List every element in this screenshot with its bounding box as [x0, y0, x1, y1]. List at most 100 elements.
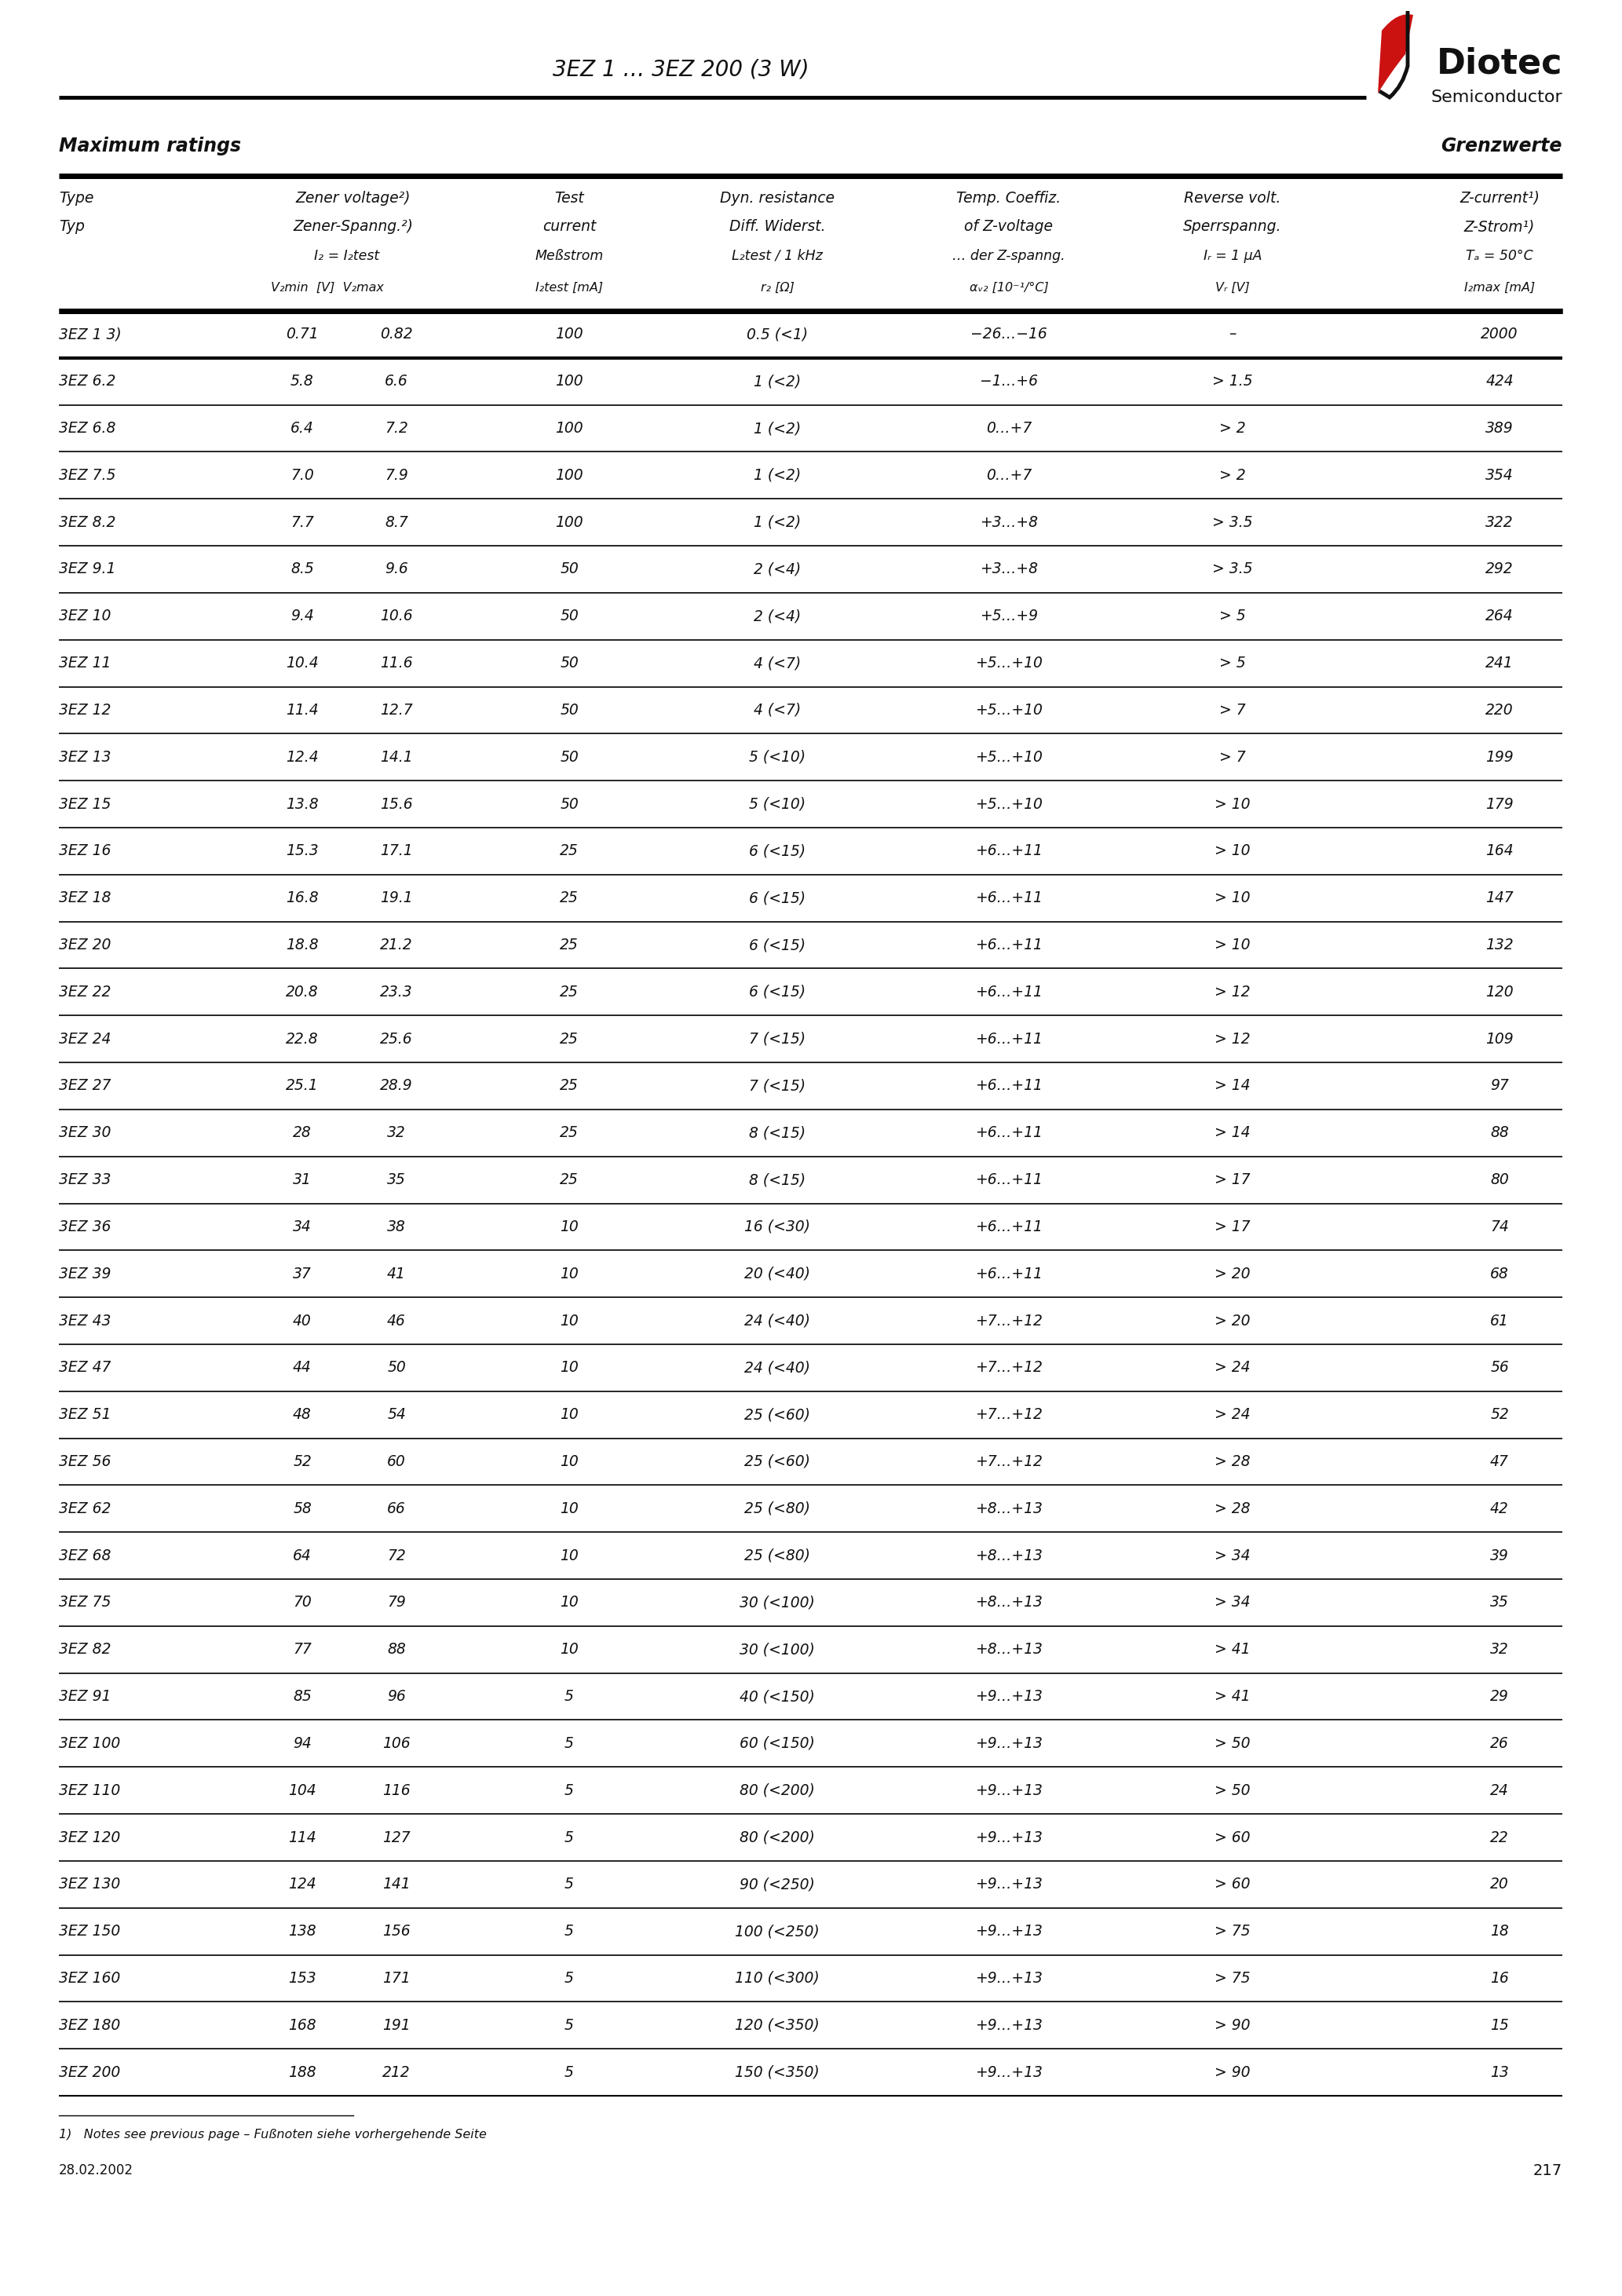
Text: 94: 94 [294, 1736, 311, 1752]
Text: 2 (<4): 2 (<4) [754, 563, 801, 576]
Text: 25: 25 [560, 1125, 579, 1141]
Text: 3EZ 100: 3EZ 100 [58, 1736, 120, 1752]
Text: 2000: 2000 [1481, 326, 1518, 342]
Text: +6…+11: +6…+11 [975, 891, 1043, 905]
Text: > 14: > 14 [1215, 1079, 1251, 1093]
Text: 3EZ 39: 3EZ 39 [58, 1267, 110, 1281]
Text: > 12: > 12 [1215, 985, 1251, 999]
Text: 20 (<40): 20 (<40) [744, 1267, 811, 1281]
Text: 5: 5 [564, 1970, 574, 1986]
Text: 212: 212 [383, 2064, 410, 2080]
Text: 3EZ 68: 3EZ 68 [58, 1548, 110, 1564]
Text: 100: 100 [555, 420, 584, 436]
Text: +6…+11: +6…+11 [975, 1219, 1043, 1235]
Text: 25: 25 [560, 1079, 579, 1093]
Text: > 90: > 90 [1215, 2018, 1251, 2032]
Text: 354: 354 [1486, 468, 1513, 482]
Text: Temp. Coeffiz.: Temp. Coeffiz. [957, 191, 1061, 204]
Text: +3…+8: +3…+8 [980, 514, 1038, 530]
Text: 109: 109 [1486, 1031, 1513, 1047]
Text: 5.8: 5.8 [290, 374, 315, 388]
Text: 3EZ 13: 3EZ 13 [58, 751, 110, 765]
Text: 10: 10 [560, 1267, 579, 1281]
Text: > 7: > 7 [1220, 751, 1246, 765]
Text: 68: 68 [1491, 1267, 1508, 1281]
Text: 100 (<250): 100 (<250) [735, 1924, 819, 1938]
Text: 11.6: 11.6 [380, 657, 414, 670]
Text: 16.8: 16.8 [285, 891, 318, 905]
Text: 241: 241 [1486, 657, 1513, 670]
Text: > 34: > 34 [1215, 1548, 1251, 1564]
Text: > 5: > 5 [1220, 608, 1246, 625]
Text: 25.1: 25.1 [285, 1079, 318, 1093]
Text: 74: 74 [1491, 1219, 1508, 1235]
Text: 8 (<15): 8 (<15) [749, 1125, 806, 1141]
Text: > 75: > 75 [1215, 1970, 1251, 1986]
Text: 292: 292 [1486, 563, 1513, 576]
Text: +9…+13: +9…+13 [975, 1736, 1043, 1752]
Text: 16 (<30): 16 (<30) [744, 1219, 811, 1235]
Text: 42: 42 [1491, 1502, 1508, 1515]
Text: Sperrspanng.: Sperrspanng. [1184, 220, 1281, 234]
Text: 19.1: 19.1 [380, 891, 414, 905]
Text: > 50: > 50 [1215, 1784, 1251, 1798]
Text: 7.9: 7.9 [384, 468, 409, 482]
Text: V₂min  [V]  V₂max: V₂min [V] V₂max [271, 282, 384, 294]
Text: > 24: > 24 [1215, 1359, 1251, 1375]
Text: > 41: > 41 [1215, 1690, 1251, 1704]
Text: 3EZ 20: 3EZ 20 [58, 937, 110, 953]
PathPatch shape [1377, 14, 1413, 94]
Text: 141: 141 [383, 1876, 410, 1892]
Text: 3EZ 120: 3EZ 120 [58, 1830, 120, 1846]
Text: 10: 10 [560, 1596, 579, 1609]
Text: 5 (<10): 5 (<10) [749, 751, 806, 765]
Text: 1 (<2): 1 (<2) [754, 374, 801, 388]
Text: 4 (<7): 4 (<7) [754, 703, 801, 719]
Text: 41: 41 [388, 1267, 406, 1281]
Text: Tₐ = 50°C: Tₐ = 50°C [1466, 248, 1533, 264]
Text: > 28: > 28 [1215, 1453, 1251, 1469]
Text: +5…+10: +5…+10 [975, 703, 1043, 719]
Text: +9…+13: +9…+13 [975, 1924, 1043, 1938]
Text: 35: 35 [1491, 1596, 1508, 1609]
Text: 100: 100 [555, 514, 584, 530]
Text: 3EZ 7.5: 3EZ 7.5 [58, 468, 115, 482]
Text: 15.6: 15.6 [380, 797, 414, 810]
Text: 188: 188 [289, 2064, 316, 2080]
Text: > 50: > 50 [1215, 1736, 1251, 1752]
Text: 3EZ 6.2: 3EZ 6.2 [58, 374, 115, 388]
Text: Z-Strom¹): Z-Strom¹) [1465, 220, 1534, 234]
Text: +6…+11: +6…+11 [975, 937, 1043, 953]
Text: 5: 5 [564, 1690, 574, 1704]
Text: +5…+10: +5…+10 [975, 751, 1043, 765]
Text: Z-current¹): Z-current¹) [1460, 191, 1539, 204]
Text: 29: 29 [1491, 1690, 1508, 1704]
Text: 6 (<15): 6 (<15) [749, 937, 806, 953]
Text: 22: 22 [1491, 1830, 1508, 1846]
Text: 3EZ 1 … 3EZ 200 (3 W): 3EZ 1 … 3EZ 200 (3 W) [553, 60, 809, 80]
Text: 322: 322 [1486, 514, 1513, 530]
Text: 191: 191 [383, 2018, 410, 2032]
Text: 127: 127 [383, 1830, 410, 1846]
Text: > 75: > 75 [1215, 1924, 1251, 1938]
Text: 90 (<250): 90 (<250) [740, 1876, 814, 1892]
Text: 61: 61 [1491, 1313, 1508, 1329]
Text: 6.4: 6.4 [290, 420, 315, 436]
Text: 40 (<150): 40 (<150) [740, 1690, 814, 1704]
Text: > 3.5: > 3.5 [1212, 514, 1252, 530]
Text: 20: 20 [1491, 1876, 1508, 1892]
Text: 5: 5 [564, 1784, 574, 1798]
Text: 0.71: 0.71 [285, 326, 318, 342]
Text: 3EZ 1 3): 3EZ 1 3) [58, 326, 122, 342]
Text: 18.8: 18.8 [285, 937, 318, 953]
Text: 13.8: 13.8 [285, 797, 318, 810]
Text: 13: 13 [1491, 2064, 1508, 2080]
Text: +7…+12: +7…+12 [975, 1407, 1043, 1421]
Text: 1)   Notes see previous page – Fußnoten siehe vorhergehende Seite: 1) Notes see previous page – Fußnoten si… [58, 2128, 487, 2140]
Text: +9…+13: +9…+13 [975, 2064, 1043, 2080]
Text: > 10: > 10 [1215, 843, 1251, 859]
Text: 10.6: 10.6 [380, 608, 414, 625]
Text: 50: 50 [388, 1359, 406, 1375]
Text: > 5: > 5 [1220, 657, 1246, 670]
Text: 26: 26 [1491, 1736, 1508, 1752]
